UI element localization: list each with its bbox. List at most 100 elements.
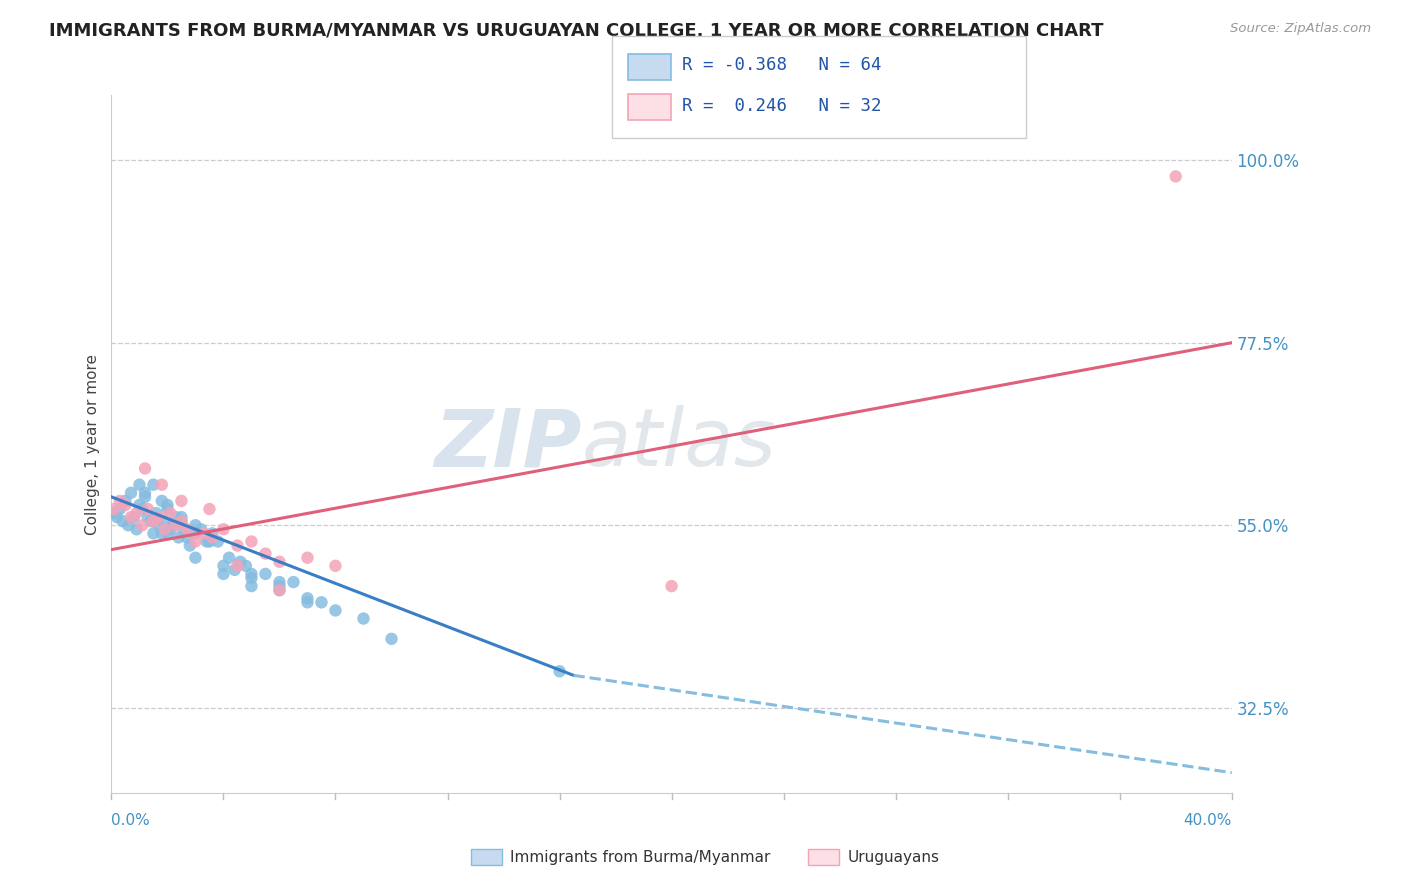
Point <box>184 550 207 565</box>
Point <box>170 510 193 524</box>
Point <box>167 530 190 544</box>
Point <box>105 510 128 524</box>
Point <box>170 514 193 528</box>
Point <box>229 555 252 569</box>
Point <box>153 522 176 536</box>
Point <box>114 498 136 512</box>
Point <box>297 591 319 606</box>
Point <box>120 510 142 524</box>
Point <box>150 477 173 491</box>
Point <box>1164 169 1187 184</box>
Point <box>134 485 156 500</box>
Point <box>153 514 176 528</box>
Point <box>125 522 148 536</box>
Point <box>269 583 291 598</box>
Point <box>156 498 179 512</box>
Text: ZIP: ZIP <box>434 405 582 483</box>
Point <box>117 518 139 533</box>
Point <box>235 558 257 573</box>
Point <box>131 518 153 533</box>
Text: R = -0.368   N = 64: R = -0.368 N = 64 <box>682 56 882 74</box>
Text: 0.0%: 0.0% <box>111 814 150 829</box>
Point <box>134 490 156 504</box>
Point <box>311 595 333 609</box>
Point <box>184 534 207 549</box>
Point <box>380 632 402 646</box>
Point <box>156 526 179 541</box>
Point <box>165 518 187 533</box>
Point <box>170 494 193 508</box>
Point <box>198 502 221 516</box>
Point <box>198 534 221 549</box>
Point <box>131 502 153 516</box>
Point <box>325 558 347 573</box>
Point <box>269 579 291 593</box>
Point <box>136 510 159 524</box>
Point <box>148 518 170 533</box>
Point <box>170 514 193 528</box>
Point <box>212 558 235 573</box>
Point <box>201 526 224 541</box>
Point <box>120 485 142 500</box>
Text: IMMIGRANTS FROM BURMA/MYANMAR VS URUGUAYAN COLLEGE, 1 YEAR OR MORE CORRELATION C: IMMIGRANTS FROM BURMA/MYANMAR VS URUGUAY… <box>49 22 1104 40</box>
Point <box>184 518 207 533</box>
Point <box>212 522 235 536</box>
Point <box>283 575 305 590</box>
Point <box>128 498 150 512</box>
Point <box>297 595 319 609</box>
Point <box>218 550 240 565</box>
Point <box>240 566 263 581</box>
Point <box>128 477 150 491</box>
Point <box>165 510 187 524</box>
Point <box>125 506 148 520</box>
Text: Source: ZipAtlas.com: Source: ZipAtlas.com <box>1230 22 1371 36</box>
Point <box>661 579 683 593</box>
Point <box>159 522 181 536</box>
Point <box>108 494 131 508</box>
Point <box>173 522 195 536</box>
Point <box>195 534 218 549</box>
Point <box>108 502 131 516</box>
Point <box>224 563 246 577</box>
Point <box>254 566 277 581</box>
Point <box>122 510 145 524</box>
Text: R =  0.246   N = 32: R = 0.246 N = 32 <box>682 97 882 115</box>
Point <box>176 522 198 536</box>
Point <box>142 477 165 491</box>
Point <box>179 539 201 553</box>
Point <box>145 506 167 520</box>
Point <box>103 502 125 516</box>
Point <box>142 526 165 541</box>
Point <box>114 494 136 508</box>
Point <box>184 526 207 541</box>
Text: Uruguayans: Uruguayans <box>848 850 939 864</box>
Point <box>353 611 375 625</box>
Point <box>190 522 212 536</box>
Point <box>139 514 162 528</box>
Point <box>193 526 215 541</box>
Point <box>548 665 571 679</box>
Point <box>176 530 198 544</box>
Point <box>150 526 173 541</box>
Point <box>269 583 291 598</box>
Point <box>297 550 319 565</box>
Point <box>240 534 263 549</box>
Point <box>142 514 165 528</box>
Point <box>269 575 291 590</box>
Point <box>207 534 229 549</box>
Text: 40.0%: 40.0% <box>1184 814 1232 829</box>
Point <box>226 539 249 553</box>
Point <box>212 566 235 581</box>
Point <box>240 571 263 585</box>
Point <box>134 461 156 475</box>
Point <box>240 579 263 593</box>
Point <box>136 502 159 516</box>
Point <box>156 502 179 516</box>
Point <box>269 555 291 569</box>
Point <box>159 506 181 520</box>
Text: atlas: atlas <box>582 405 776 483</box>
Point <box>148 510 170 524</box>
Point <box>111 514 134 528</box>
Point <box>254 547 277 561</box>
Point <box>226 558 249 573</box>
